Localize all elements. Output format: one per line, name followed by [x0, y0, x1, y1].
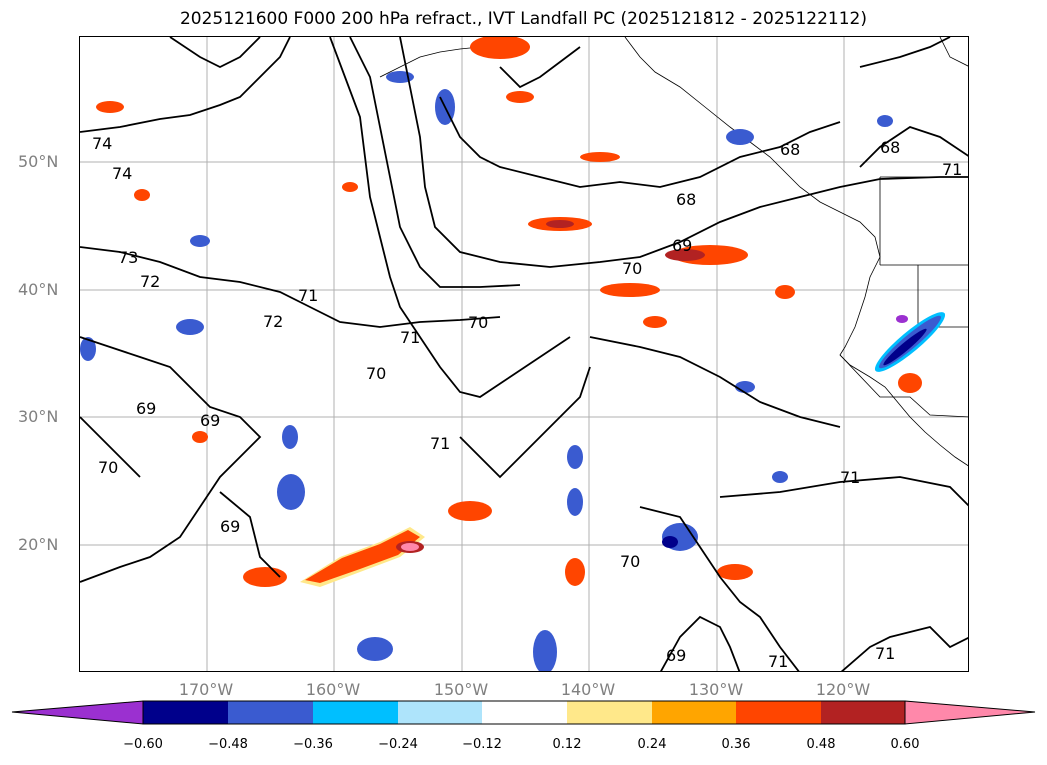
lat-label-40n: 40°N: [18, 280, 59, 299]
contour-label: 74: [92, 134, 112, 153]
contour-label: 71: [298, 286, 318, 305]
contour-label: 74: [112, 164, 132, 183]
colorbar-swatch: [228, 701, 313, 724]
contour-label: 70: [620, 552, 640, 571]
contour-label: 71: [875, 644, 895, 663]
colorbar-swatch: [143, 701, 228, 724]
contour-label: 68: [880, 138, 900, 157]
lon-label-160w: 160°W: [305, 680, 361, 699]
colorbar-tick: −0.24: [378, 737, 418, 752]
lat-label-30n: 30°N: [18, 407, 59, 426]
graticule: [80, 37, 968, 671]
lon-label-170w: 170°W: [178, 680, 234, 699]
contour-label: 71: [768, 652, 788, 671]
contour-label: 68: [676, 190, 696, 209]
contour-label: 70: [366, 364, 386, 383]
colorbar-swatch: [736, 701, 821, 724]
contour-label: 71: [400, 328, 420, 347]
refractivity-contours: [80, 37, 968, 671]
contour-label-layer: 74 74 73 72 71 72 71 70 70 70 69 69 68 6…: [92, 134, 962, 671]
positive-anomalies: [96, 37, 922, 587]
map-title: 2025121600 F000 200 hPa refract., IVT La…: [179, 9, 867, 29]
lat-label-20n: 20°N: [18, 535, 59, 554]
lon-label-150w: 150°W: [433, 680, 489, 699]
contour-label: 68: [780, 140, 800, 159]
colorbar-swatch: [652, 701, 736, 724]
colorbar-tick: 0.12: [552, 737, 582, 752]
contour-label: 71: [840, 468, 860, 487]
colorbar-tick: 0.60: [890, 737, 920, 752]
contour-label: 71: [942, 160, 962, 179]
contour-label: 72: [140, 272, 160, 291]
contour-label: 70: [98, 458, 118, 477]
contour-label: 70: [622, 259, 642, 278]
colorbar-swatch: [821, 701, 905, 724]
colorbar-tick: −0.36: [293, 737, 333, 752]
map-canvas: 74 74 73 72 71 72 71 70 70 70 69 69 68 6…: [80, 37, 968, 671]
contour-label: 72: [263, 312, 283, 331]
colorbar-tick: −0.12: [462, 737, 502, 752]
lon-label-120w: 120°W: [815, 680, 871, 699]
lon-label-140w: 140°W: [560, 680, 616, 699]
colorbar-tick: 0.48: [806, 737, 836, 752]
contour-label: 69: [672, 236, 692, 255]
colorbar-swatch: [11, 700, 144, 725]
colorbar-tick: −0.48: [208, 737, 248, 752]
lat-label-50n: 50°N: [18, 152, 59, 171]
contour-label: 69: [200, 411, 220, 430]
contour-label: 71: [430, 434, 450, 453]
contour-label: 70: [468, 313, 488, 332]
colorbar-tick: 0.36: [721, 737, 751, 752]
lon-label-130w: 130°W: [688, 680, 744, 699]
colorbar: [11, 700, 1036, 725]
colorbar-swatch: [313, 701, 398, 724]
colorbar-swatch: [567, 701, 652, 724]
contour-label: 69: [136, 399, 156, 418]
colorbar-tick: 0.24: [637, 737, 667, 752]
colorbar-swatch: [482, 701, 567, 724]
map-panel: 74 74 73 72 71 72 71 70 70 70 69 69 68 6…: [79, 36, 969, 672]
colorbar-tick: −0.60: [123, 737, 163, 752]
colorbar-swatch: [904, 700, 1036, 725]
colorbar-outline: [142, 700, 906, 725]
colorbar-swatch: [398, 701, 482, 724]
contour-label: 69: [220, 517, 240, 536]
contour-label: 73: [118, 248, 138, 267]
negative-anomalies: [80, 71, 946, 671]
contour-label: 69: [666, 646, 686, 665]
